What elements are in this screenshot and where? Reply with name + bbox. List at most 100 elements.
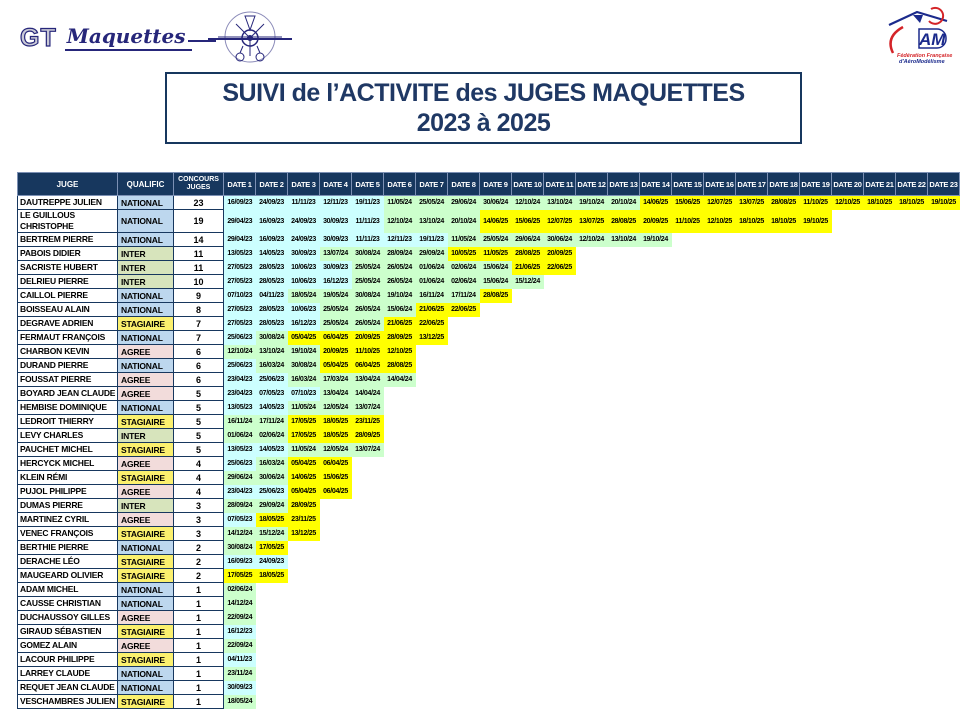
concours-count-cell: 10 [173,274,224,289]
date-cell [672,303,704,317]
date-cell [640,541,672,555]
date-cell: 30/08/24 [351,246,384,261]
date-cell [928,555,960,569]
date-cell [896,513,928,527]
date-cell [448,331,480,345]
date-cell: 23/04/23 [223,386,256,401]
table-row: REQUET JEAN CLAUDE NATIONAL 1 30/09/23 [17,680,960,695]
date-cell [384,667,416,681]
qualific-cell: AGREE [117,638,174,653]
date-cell [928,639,960,653]
date-cell [608,359,640,373]
date-cell [576,331,608,345]
date-cell [288,681,320,695]
date-cell [736,401,768,415]
date-cell [384,457,416,471]
date-cell: 01/06/24 [415,260,448,275]
date-cell [896,597,928,611]
date-cell [544,359,576,373]
date-cell [416,513,448,527]
date-cell [416,387,448,401]
table-row: LARREY CLAUDE NATIONAL 1 23/11/24 [17,666,960,681]
date-cell: 28/09/24 [383,246,416,261]
date-cell [704,583,736,597]
date-cell: 12/10/25 [831,195,864,210]
column-header-juge: JUGE [17,172,118,196]
date-cell: 26/05/24 [383,274,416,289]
date-cell [736,415,768,429]
date-cell [352,667,384,681]
concours-count-cell: 1 [173,694,224,709]
date-cell [800,597,832,611]
date-cell [864,210,896,233]
date-cell [384,443,416,457]
date-cell [704,415,736,429]
date-cell: 22/06/25 [415,316,448,331]
date-cell: 25/06/23 [223,330,256,345]
date-cell [608,275,640,289]
date-cell [544,331,576,345]
date-cell [480,597,512,611]
date-cell [544,597,576,611]
date-cell: 04/11/23 [223,652,256,667]
date-cell [480,541,512,555]
date-cell [800,499,832,513]
date-cell [384,639,416,653]
date-cell [640,667,672,681]
date-cell: 19/11/23 [351,195,384,210]
date-cell: 20/10/24 [607,195,640,210]
date-cell [832,345,864,359]
date-cell [384,513,416,527]
date-column-header: DATE 5 [351,172,384,196]
date-cell [928,373,960,387]
date-cell [288,653,320,667]
date-cell [384,485,416,499]
date-cell: 29/09/24 [255,498,288,513]
date-cell [832,471,864,485]
date-cell [896,261,928,275]
date-cell [352,653,384,667]
date-cell [384,625,416,639]
date-cell [704,569,736,583]
date-cell: 14/05/23 [255,400,288,415]
date-cell [576,597,608,611]
date-cell [576,289,608,303]
date-cell [416,653,448,667]
date-cell [736,429,768,443]
date-cell [896,415,928,429]
date-cell [896,499,928,513]
date-cell: 28/08/25 [767,195,800,210]
date-cell: 13/07/24 [351,442,384,457]
date-cell: 16/12/23 [287,316,320,331]
date-cell: 28/09/25 [383,330,416,345]
date-cell [704,611,736,625]
date-cell [736,485,768,499]
date-cell [448,583,480,597]
qualific-cell: STAGIAIRE [117,568,174,583]
date-cell [640,583,672,597]
date-cell: 16/12/23 [319,274,352,289]
date-cell [864,695,896,709]
qualific-cell: NATIONAL [117,596,174,611]
qualific-cell: STAGIAIRE [117,526,174,541]
judge-name-cell: REQUET JEAN CLAUDE [17,680,118,695]
date-cell [864,429,896,443]
date-cell: 17/11/24 [447,288,480,303]
date-cell [928,429,960,443]
date-cell [800,443,832,457]
date-cell: 12/07/25 [543,209,576,233]
date-cell [928,210,960,233]
date-cell [608,527,640,541]
date-cell [864,583,896,597]
date-cell: 12/10/24 [223,344,256,359]
date-column-header: DATE 1 [223,172,256,196]
date-cell [320,583,352,597]
date-cell [800,513,832,527]
date-cell [640,275,672,289]
date-cell [640,443,672,457]
date-column-header: DATE 21 [863,172,896,196]
date-cell [288,611,320,625]
date-cell: 10/06/23 [287,260,320,275]
date-cell [416,345,448,359]
date-cell [544,625,576,639]
